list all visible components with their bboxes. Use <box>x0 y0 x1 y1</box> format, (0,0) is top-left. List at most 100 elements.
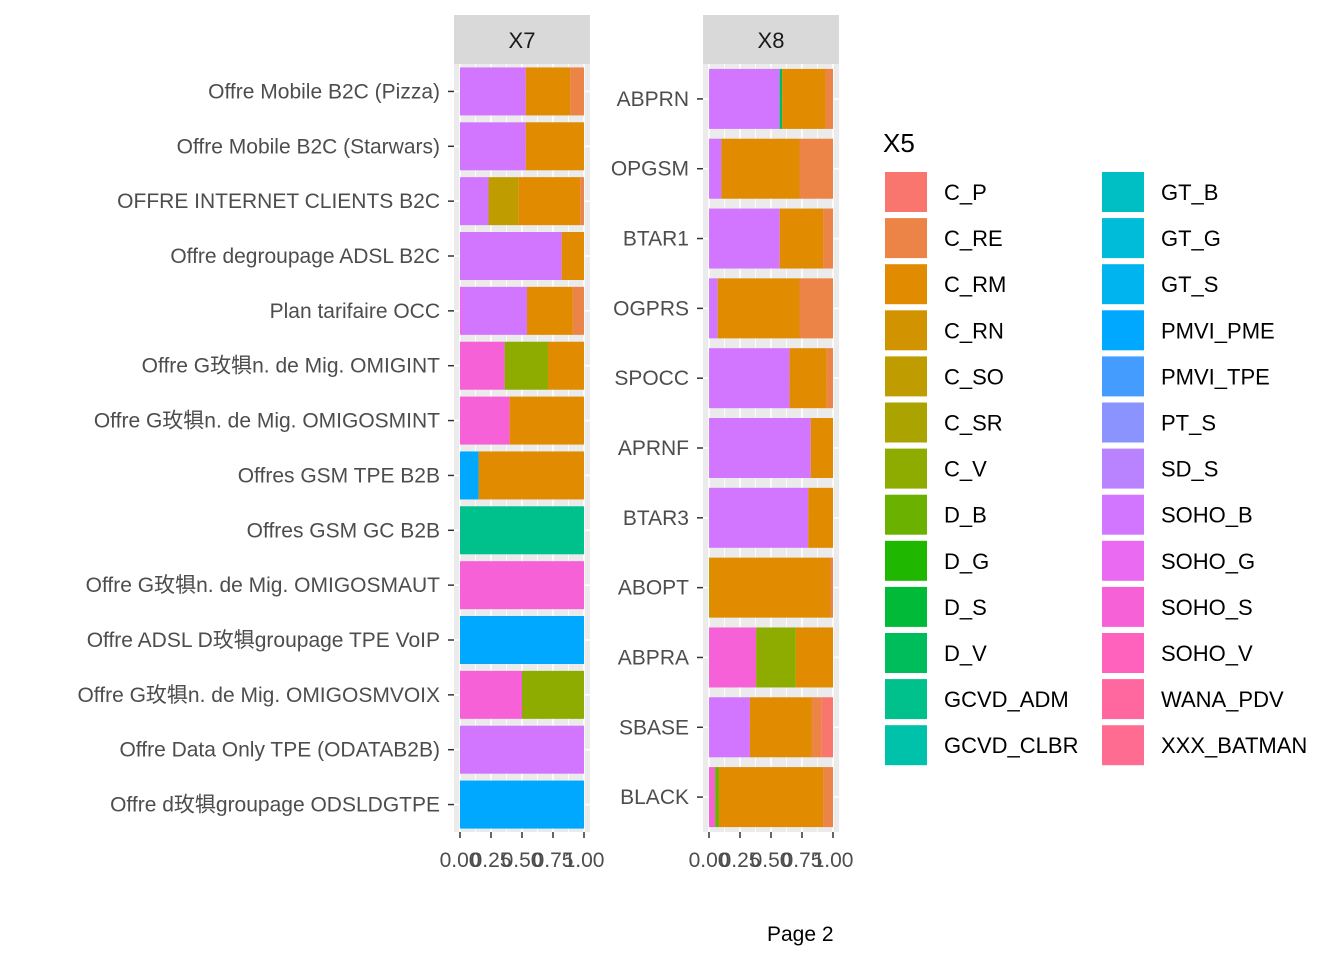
category-label: ABPRA <box>618 646 689 669</box>
bar-segment-c-rm <box>782 68 826 129</box>
legend-item-d-b: D_B <box>885 494 987 535</box>
bar-segment-soho-g <box>460 286 463 335</box>
bar-segment-c-re <box>799 278 833 339</box>
legend-label: GT_B <box>1161 180 1218 205</box>
bar-segment-soho-b <box>709 138 722 199</box>
legend-key <box>885 586 927 627</box>
legend-key <box>1102 540 1144 581</box>
x-tick-label: 1.00 <box>813 849 854 872</box>
bar-segment-soho-b <box>460 177 489 226</box>
legend-item-gcvd-adm: GCVD_ADM <box>885 679 1069 720</box>
legend-item-d-s: D_S <box>885 586 987 627</box>
legend-item-d-g: D_G <box>885 540 989 581</box>
x-tick-label: 0.00 <box>440 849 481 872</box>
bar-segment-c-rm <box>526 286 573 335</box>
legend-key <box>885 540 927 581</box>
page-label: Page 2 <box>767 923 834 946</box>
legend-key <box>885 725 927 766</box>
legend-item-wana-pdv: WANA_PDV <box>1102 679 1284 720</box>
legend-key <box>1102 218 1144 259</box>
facet-strip <box>703 15 839 64</box>
legend-item-c-sr: C_SR <box>885 402 1003 443</box>
legend-label: SOHO_B <box>1161 503 1253 528</box>
category-label: Offres GSM TPE B2B <box>238 464 440 487</box>
legend-key <box>885 679 927 720</box>
legend-item-gcvd-clbr: GCVD_CLBR <box>885 725 1078 766</box>
category-label: APRNF <box>618 437 689 460</box>
legend-key <box>885 172 927 212</box>
legend-key <box>1102 172 1144 212</box>
category-label: Plan tarifaire OCC <box>270 300 440 323</box>
bar-segment-soho-s <box>460 341 505 390</box>
legend-item-c-p: C_P <box>885 172 987 212</box>
bar-segment-soho-b <box>709 68 780 129</box>
legend-label: SOHO_S <box>1161 595 1253 620</box>
legend-label: D_G <box>944 549 989 574</box>
bar-segment-gcvd-adm <box>460 506 584 555</box>
bar-segment-c-re <box>826 348 833 409</box>
facet-strip-label: X8 <box>758 28 785 53</box>
bar-segment-c-rm <box>718 767 824 828</box>
legend-label: PMVI_PME <box>1161 318 1275 343</box>
x-tick-label: 0.75 <box>782 849 823 872</box>
bar-segment-c-rm <box>711 557 831 618</box>
bar-segment-soho-s <box>460 396 510 445</box>
facet-strip <box>454 15 590 64</box>
category-label: SPOCC <box>614 367 689 390</box>
legend-item-c-so: C_SO <box>885 356 1004 397</box>
bar-segment-soho-s <box>460 670 522 719</box>
legend-label: SOHO_V <box>1161 641 1253 666</box>
legend-key <box>1102 725 1144 766</box>
legend-key <box>1102 310 1144 351</box>
legend-label: C_RM <box>944 272 1006 297</box>
bar-segment-c-rm <box>518 177 581 226</box>
category-label: Offres GSM GC B2B <box>247 519 440 542</box>
bar-segment-soho-b <box>709 208 780 269</box>
legend-label: C_P <box>944 180 987 205</box>
bar-segment-c-rm <box>548 341 584 390</box>
legend-item-soho-g: SOHO_G <box>1102 540 1255 581</box>
legend-key <box>1102 633 1144 673</box>
legend-label: GCVD_ADM <box>944 687 1069 712</box>
legend-item-gt-g: GT_G <box>1102 218 1221 259</box>
legend-item-pt-s: PT_S <box>1102 402 1216 443</box>
x-tick-label: 0.25 <box>471 849 512 872</box>
bar-segment-c-re <box>825 68 833 129</box>
legend-item-soho-b: SOHO_B <box>1102 494 1253 535</box>
bar-segment-c-re <box>570 67 584 116</box>
bar-segment-c-v <box>756 627 796 688</box>
bar-segment-c-re <box>799 138 833 199</box>
legend-label: GT_S <box>1161 272 1218 297</box>
bar-segment-c-rm <box>525 67 571 116</box>
bar-segment-soho-b <box>462 286 527 335</box>
bar-segment-soho-b <box>709 348 790 409</box>
bar-segment-c-p <box>821 697 833 758</box>
bar-segment-c-rm <box>795 627 833 688</box>
category-label: Offre Mobile B2C (Starwars) <box>177 135 440 158</box>
bar-segment-c-re <box>580 177 584 226</box>
facet-strip-label: X7 <box>509 28 536 53</box>
bar-segment-c-re <box>811 697 822 758</box>
bar-segment-pmvi-pme <box>460 451 479 500</box>
legend-key <box>885 218 927 259</box>
legend-label: C_SR <box>944 411 1003 436</box>
legend-item-xxx-batman: XXX_BATMAN <box>1102 725 1307 766</box>
category-label: Offre G玫犋n. de Mig. OMIGOSMVOIX <box>77 684 440 707</box>
legend-item-c-rm: C_RM <box>885 264 1006 305</box>
legend-label: GCVD_CLBR <box>944 733 1078 758</box>
legend-title: X5 <box>883 128 915 158</box>
legend-label: SOHO_G <box>1161 549 1255 574</box>
bar-segment-d-v <box>779 68 783 129</box>
panel-x7: X7 Offre Mobile B2C (Pizza) Offre Mobile B… <box>77 15 604 872</box>
bar-segment-c-rm <box>808 487 833 548</box>
legend-label: WANA_PDV <box>1161 687 1284 712</box>
legend-label: SD_S <box>1161 457 1218 482</box>
bar-segment-soho-b <box>709 487 809 548</box>
x-tick-label: 0.50 <box>502 849 543 872</box>
bar-segment-soho-b <box>460 725 584 774</box>
bar-segment-c-rm <box>717 278 800 339</box>
legend-label: C_SO <box>944 364 1004 389</box>
legend-label: C_V <box>944 457 987 482</box>
legend-label: D_S <box>944 595 987 620</box>
